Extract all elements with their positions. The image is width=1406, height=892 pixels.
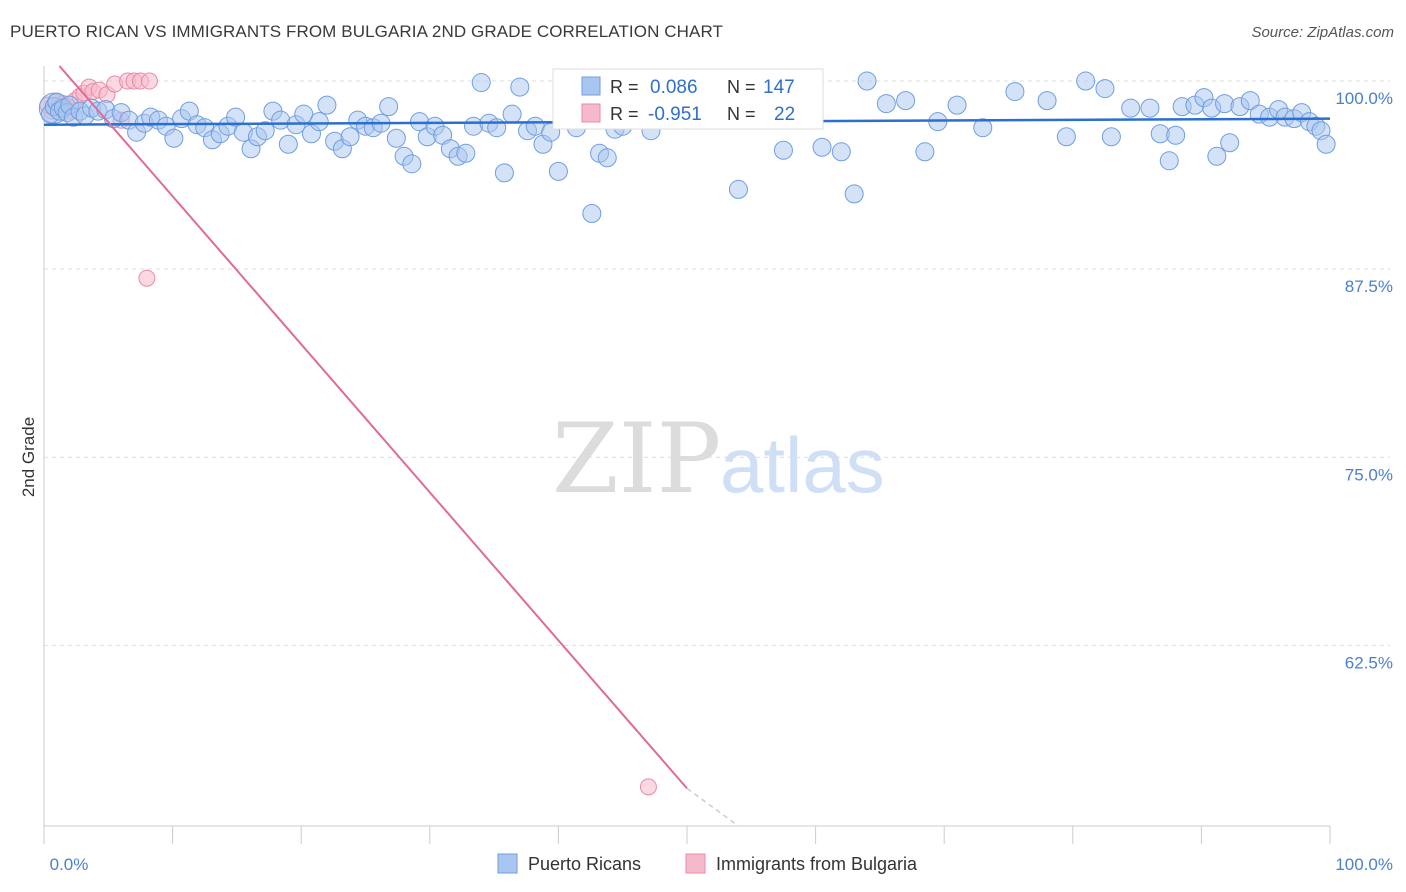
blue-point-112 xyxy=(1166,125,1186,145)
stats-pink-r-value: -0.951 xyxy=(648,104,702,125)
y-tick-label-2: 75.0% xyxy=(1345,465,1393,484)
stats-pink-swatch xyxy=(581,103,601,123)
y-tick-label-1: 87.5% xyxy=(1345,277,1393,296)
blue-point-77 xyxy=(597,148,617,168)
legend-blue-swatch xyxy=(497,853,518,874)
pink-trend-line xyxy=(58,65,688,790)
blue-point-71 xyxy=(548,161,568,181)
blue-point-109 xyxy=(1140,98,1160,118)
watermark: ZIP atlas xyxy=(552,403,885,515)
blue-point-103 xyxy=(1037,91,1057,111)
pink-point-19 xyxy=(140,72,158,90)
source-note: Source: ZipAtlas.com xyxy=(1251,24,1394,41)
blue-series-points xyxy=(38,71,1336,223)
x-tick-labels: 0.0% 100.0% xyxy=(50,855,1393,874)
blue-point-75 xyxy=(582,203,602,223)
x-tick-label-0: 0.0% xyxy=(50,855,89,874)
blue-point-106 xyxy=(1095,79,1115,99)
blue-point-44 xyxy=(340,127,360,147)
blue-point-93 xyxy=(831,142,851,162)
blue-point-97 xyxy=(896,91,916,111)
y-tick-label-0: 100.0% xyxy=(1335,89,1393,108)
x-tick-label-1: 100.0% xyxy=(1335,855,1393,874)
blue-point-40 xyxy=(309,112,329,132)
axes xyxy=(43,66,1331,844)
stats-blue-r-label: R = xyxy=(610,77,639,97)
blue-point-111 xyxy=(1159,151,1179,171)
blue-point-119 xyxy=(1220,133,1240,153)
blue-point-117 xyxy=(1207,146,1227,166)
blue-point-90 xyxy=(773,140,793,160)
blue-point-121 xyxy=(1240,91,1260,111)
blue-point-104 xyxy=(1056,127,1076,147)
bottom-legend: Puerto Ricans Immigrants from Bulgaria xyxy=(497,853,918,874)
blue-point-52 xyxy=(402,154,422,174)
blue-point-33 xyxy=(255,121,275,141)
stats-legend: R = 0.086 N = 147 R = -0.951 N = 22 xyxy=(552,68,824,130)
blue-point-59 xyxy=(456,143,476,163)
legend-blue-label: Puerto Ricans xyxy=(528,854,641,874)
blue-point-21 xyxy=(164,128,184,148)
stats-blue-r-value: 0.086 xyxy=(650,77,698,98)
blue-point-49 xyxy=(379,97,399,117)
y-tick-labels: 100.0% 87.5% 75.0% 62.5% xyxy=(1335,89,1393,672)
watermark-atlas: atlas xyxy=(720,421,885,509)
stats-blue-n-value: 147 xyxy=(763,77,795,98)
watermark-zip: ZIP xyxy=(552,403,721,515)
blue-point-61 xyxy=(471,73,491,93)
legend-pink-swatch xyxy=(685,853,706,874)
pink-point-20 xyxy=(138,269,156,287)
blue-point-98 xyxy=(915,142,935,162)
chart-title: PUERTO RICAN VS IMMIGRANTS FROM BULGARIA… xyxy=(10,22,724,41)
blue-point-107 xyxy=(1101,127,1121,147)
blue-point-66 xyxy=(510,77,530,97)
blue-point-65 xyxy=(502,104,522,124)
blue-point-102 xyxy=(1005,82,1025,102)
y-axis-label: 2nd Grade xyxy=(19,417,38,497)
stats-pink-r-label: R = xyxy=(610,104,639,124)
blue-point-41 xyxy=(317,95,337,115)
y-tick-label-3: 62.5% xyxy=(1345,653,1393,672)
blue-point-64 xyxy=(494,163,514,183)
gridlines xyxy=(44,80,1390,646)
blue-point-105 xyxy=(1076,71,1096,91)
stats-pink-n-value: 22 xyxy=(774,104,795,125)
blue-point-94 xyxy=(844,184,864,204)
blue-point-108 xyxy=(1121,98,1141,118)
blue-point-60 xyxy=(464,116,484,136)
blue-point-101 xyxy=(973,118,993,138)
blue-point-88 xyxy=(728,179,748,199)
stats-blue-n-label: N = xyxy=(727,77,756,97)
pink-point-21 xyxy=(639,778,657,796)
pink-trend-extension xyxy=(686,787,739,827)
stats-blue-swatch xyxy=(581,76,601,96)
blue-point-95 xyxy=(857,71,877,91)
blue-point-36 xyxy=(278,134,298,154)
blue-point-131 xyxy=(1316,134,1336,154)
blue-point-92 xyxy=(812,137,832,157)
stats-pink-n-label: N = xyxy=(727,104,756,124)
blue-point-50 xyxy=(386,128,406,148)
blue-point-118 xyxy=(1215,94,1235,114)
blue-point-96 xyxy=(876,94,896,114)
legend-pink-label: Immigrants from Bulgaria xyxy=(716,854,918,874)
blue-point-100 xyxy=(947,95,967,115)
blue-point-29 xyxy=(226,107,246,127)
